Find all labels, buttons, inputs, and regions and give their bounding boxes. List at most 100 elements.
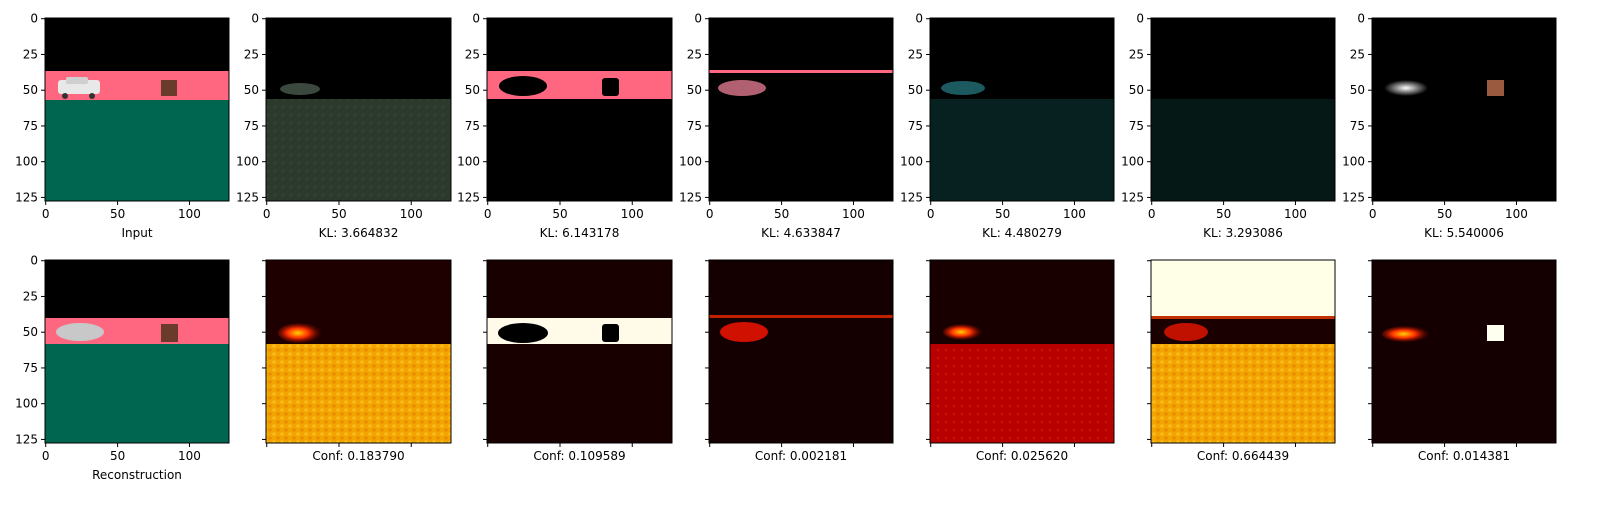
- axes-frame: [1371, 17, 1557, 202]
- kl-caption: KL: 4.633847: [761, 226, 841, 240]
- axes-bottom-1: 0 25 50 75 100 125 0 50 100 Reconstruction: [15, 254, 230, 482]
- x-tick-label: 0: [1148, 207, 1156, 221]
- x-tick-label: 0: [484, 207, 492, 221]
- panel-bottom-3: [487, 260, 672, 443]
- y-tick-label: 50: [465, 83, 480, 97]
- panel-bottom-5: [930, 260, 1114, 443]
- x-tick-label: 0: [263, 207, 271, 221]
- panel-bottom-6: [1151, 260, 1335, 443]
- y-tick-label: 100: [15, 397, 38, 411]
- y-tick-label: 125: [15, 432, 38, 446]
- x-tick-label: 50: [110, 449, 125, 463]
- axes-frame: [1150, 259, 1336, 444]
- axes-frame: [929, 17, 1115, 202]
- y-tick-label: 25: [465, 47, 480, 61]
- y-tick-label: 75: [908, 119, 923, 133]
- y-tick-label: 25: [1350, 47, 1365, 61]
- x-tick-label: 50: [1437, 207, 1452, 221]
- axes-bottom-2: Conf: 0.183790: [262, 259, 452, 463]
- axes-bottom-6: Conf: 0.664439: [1147, 259, 1336, 463]
- y-tick-label: 125: [900, 190, 923, 204]
- y-tick-label: 50: [23, 83, 38, 97]
- y-tick-label: 0: [251, 12, 259, 26]
- x-tick-label: 100: [1505, 207, 1528, 221]
- y-tick-label: 100: [1342, 155, 1365, 169]
- y-tick-label: 25: [1129, 47, 1144, 61]
- y-tick-label: 25: [23, 47, 38, 61]
- y-tick-label: 50: [908, 83, 923, 97]
- axes-frame: [486, 17, 673, 202]
- x-tick-label: 0: [706, 207, 714, 221]
- y-tick-label: 0: [694, 12, 702, 26]
- y-tick-label: 25: [23, 289, 38, 303]
- y-tick-label: 25: [244, 47, 259, 61]
- x-tick-label: 50: [774, 207, 789, 221]
- y-tick-label: 125: [679, 190, 702, 204]
- y-tick-label: 50: [244, 83, 259, 97]
- x-tick-label: 50: [1216, 207, 1231, 221]
- x-tick-label: 0: [42, 449, 50, 463]
- y-tick-label: 50: [1129, 83, 1144, 97]
- car-icon: [58, 77, 100, 99]
- x-tick-label: 0: [927, 207, 935, 221]
- axes-frame: [929, 259, 1115, 444]
- kl-caption: KL: 3.293086: [1203, 226, 1283, 240]
- panel-bottom-7: [1372, 260, 1556, 443]
- y-tick-label: 0: [30, 12, 38, 26]
- y-tick-label: 50: [1350, 83, 1365, 97]
- y-tick-label: 100: [457, 155, 480, 169]
- y-tick-label: 125: [457, 190, 480, 204]
- y-tick-label: 50: [23, 325, 38, 339]
- axes-frame: [265, 259, 452, 444]
- y-tick-label: 75: [23, 119, 38, 133]
- axes-bottom-3: Conf: 0.109589: [483, 259, 673, 463]
- y-tick-label: 100: [15, 155, 38, 169]
- y-tick-label: 25: [908, 47, 923, 61]
- kl-caption: KL: 5.540006: [1424, 226, 1504, 240]
- panel-top-5: [930, 18, 1114, 201]
- conf-caption: Conf: 0.002181: [755, 449, 847, 463]
- y-tick-label: 0: [1136, 12, 1144, 26]
- panel-top-3: [487, 18, 672, 201]
- axes-frame: [708, 259, 894, 444]
- x-tick-label: 100: [178, 449, 201, 463]
- y-tick-label: 75: [465, 119, 480, 133]
- box-object: [161, 80, 177, 96]
- x-tick-label: 50: [331, 207, 346, 221]
- axes-frame: [44, 17, 230, 202]
- y-tick-label: 100: [236, 155, 259, 169]
- conf-caption: Reconstruction: [92, 468, 182, 482]
- panel-reconstruction: [45, 260, 229, 443]
- x-tick-label: 100: [621, 207, 644, 221]
- y-tick-label: 75: [244, 119, 259, 133]
- panel-bottom-2: [266, 260, 451, 443]
- x-tick-label: 50: [110, 207, 125, 221]
- x-tick-label: 100: [1284, 207, 1307, 221]
- axes-frame: [1150, 17, 1336, 202]
- conf-caption: Conf: 0.183790: [312, 449, 404, 463]
- x-tick-label: 100: [1063, 207, 1086, 221]
- kl-caption: KL: 6.143178: [540, 226, 620, 240]
- axes-frame: [486, 259, 673, 444]
- axes-frame: [44, 259, 230, 444]
- y-tick-label: 100: [679, 155, 702, 169]
- panel-top-7: [1372, 18, 1556, 201]
- axes-frame: [265, 17, 452, 202]
- y-tick-label: 50: [687, 83, 702, 97]
- axes-top-1: 0 25 50 75 100 125 0 50 100 Input: [15, 12, 230, 240]
- x-tick-label: 100: [842, 207, 865, 221]
- y-tick-label: 125: [1121, 190, 1144, 204]
- y-tick-label: 0: [472, 12, 480, 26]
- y-tick-label: 0: [915, 12, 923, 26]
- x-tick-label: 0: [1369, 207, 1377, 221]
- y-tick-label: 0: [1357, 12, 1365, 26]
- conf-caption: Conf: 0.025620: [976, 449, 1068, 463]
- conf-caption: Conf: 0.109589: [533, 449, 625, 463]
- y-tick-label: 100: [1121, 155, 1144, 169]
